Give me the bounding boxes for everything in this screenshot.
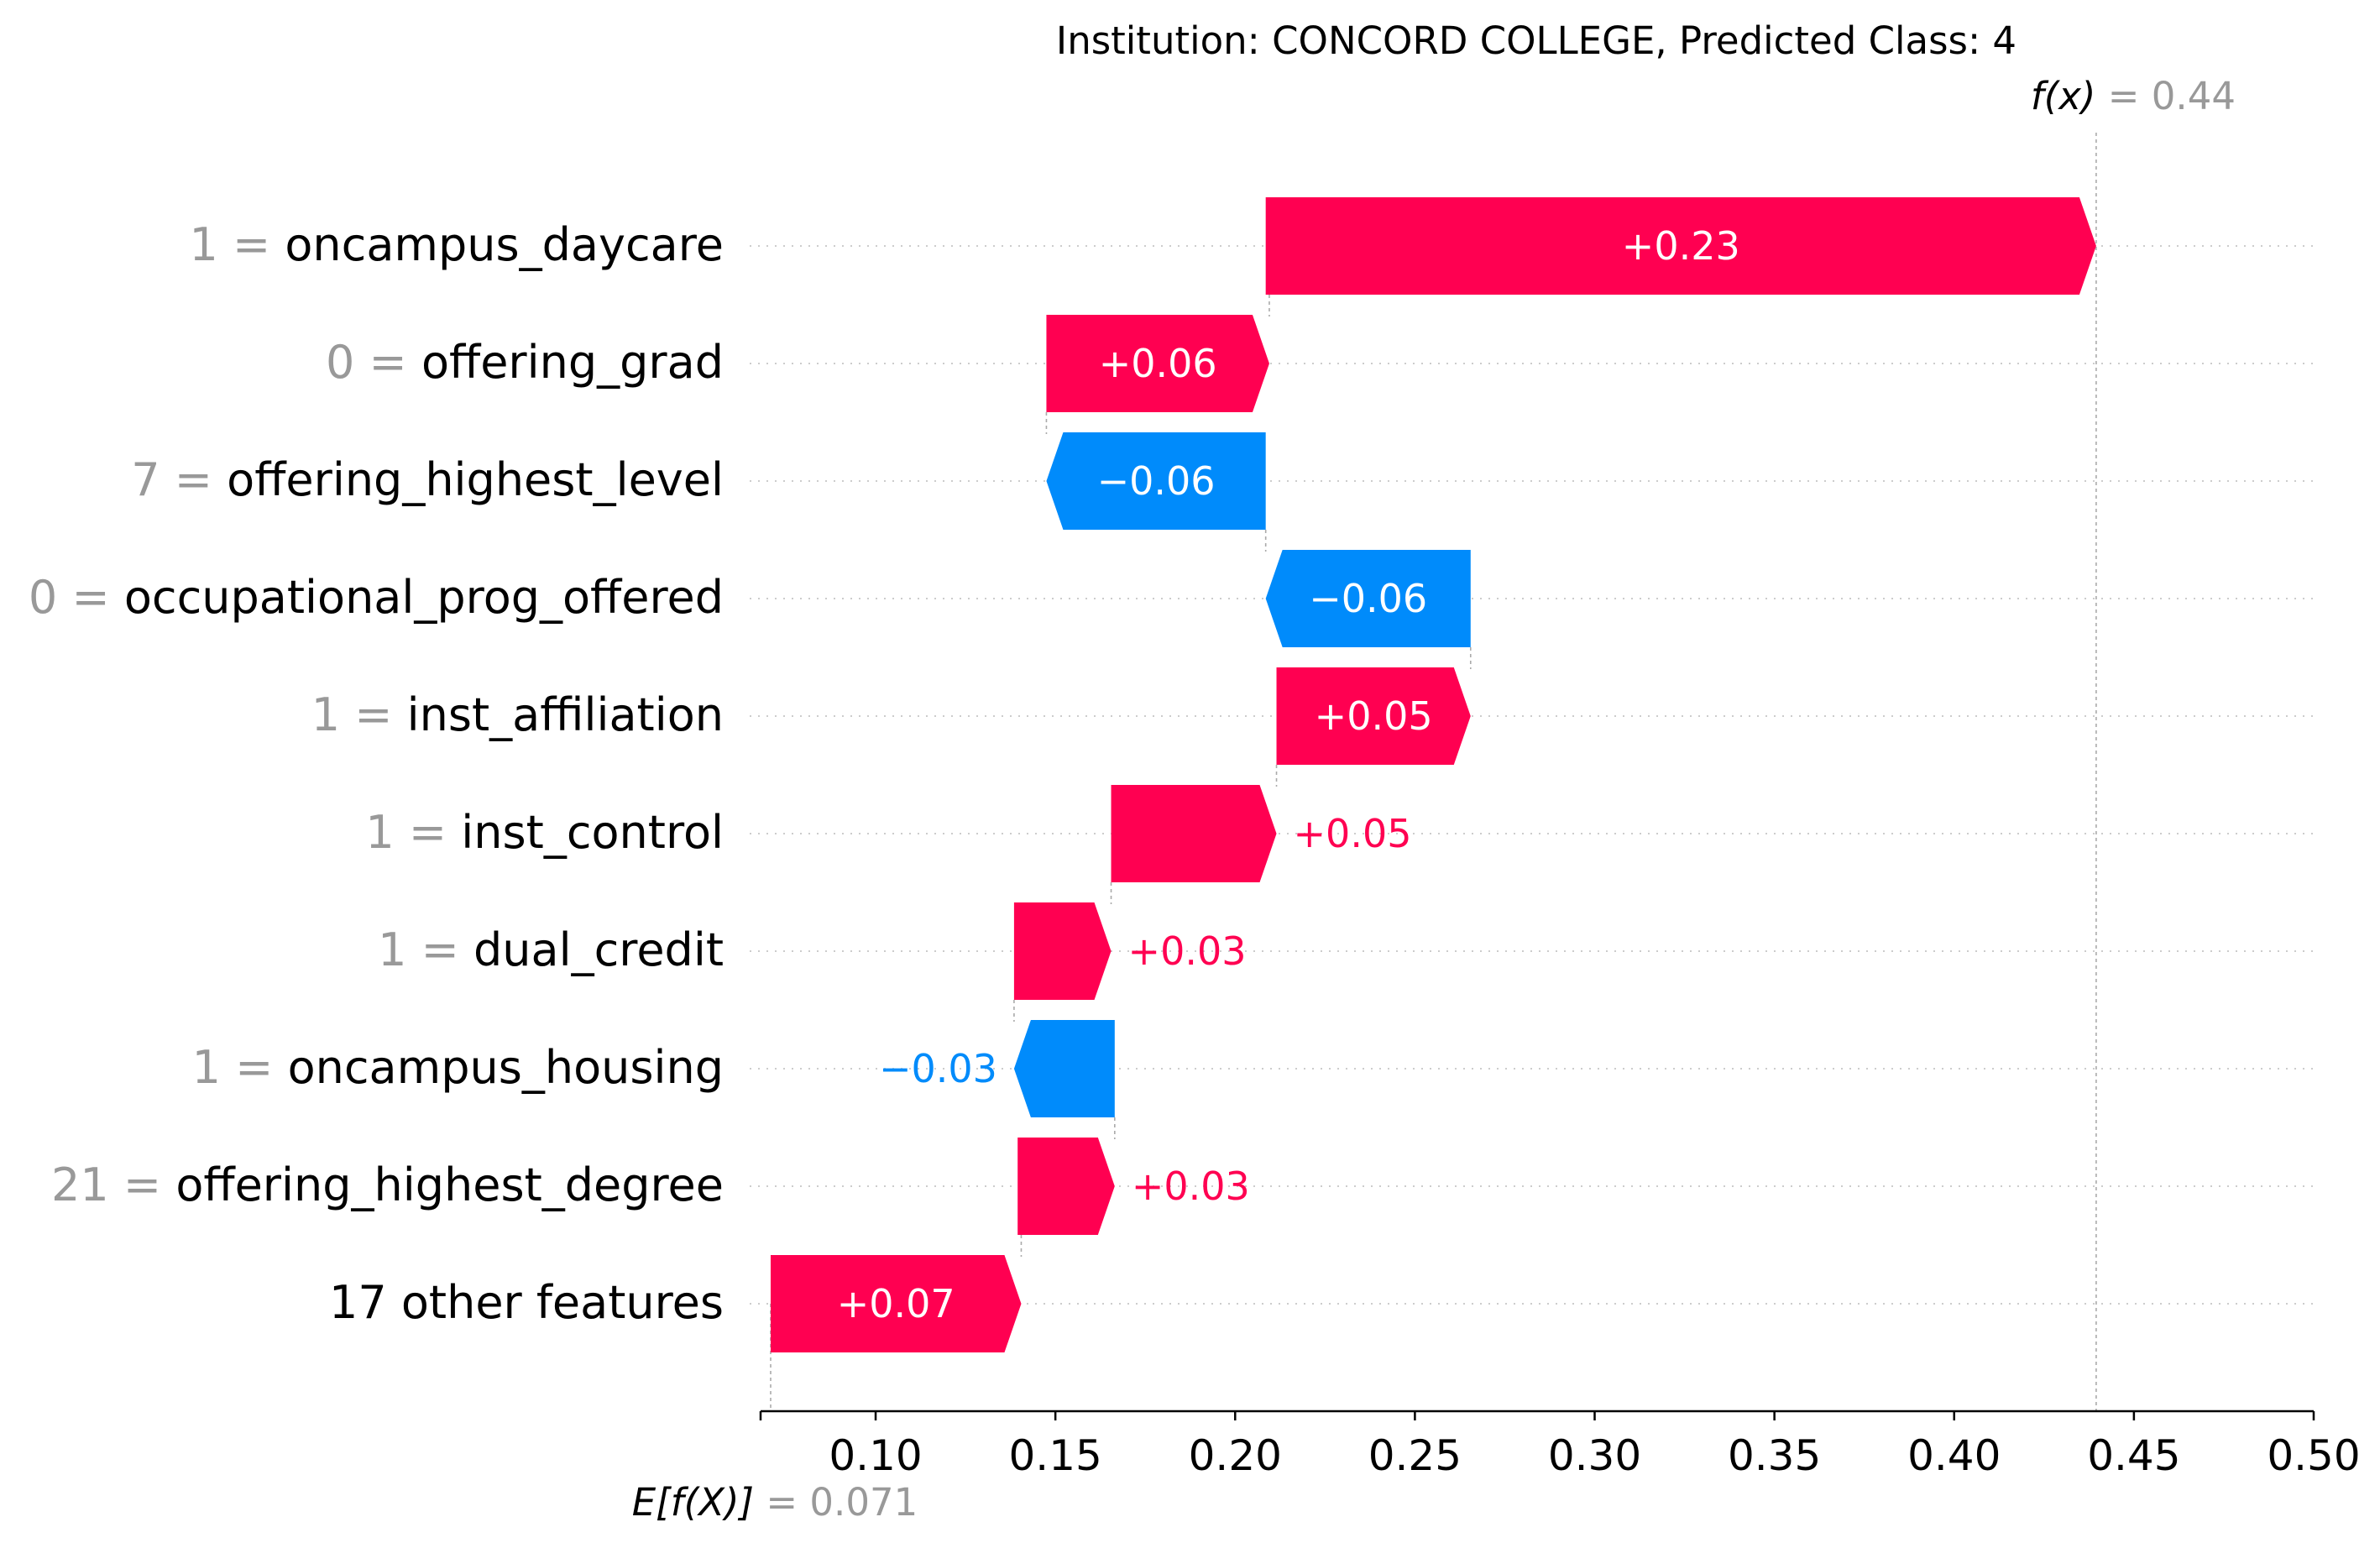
bar-value-label: +0.05 bbox=[1294, 811, 1412, 856]
feature-label: 1 = inst_affiliation bbox=[311, 688, 724, 741]
efx-value: = 0.071 bbox=[766, 1480, 918, 1525]
row-gridlines bbox=[750, 245, 2315, 1305]
x-axis: 0.10 0.15 0.20 0.25 0.30 0.35 0.40 0.45 0.50 bbox=[759, 1410, 2361, 1480]
feature-label: 1 = oncampus_housing bbox=[192, 1041, 724, 1094]
feature-bar bbox=[1013, 902, 1112, 1000]
feature-bars bbox=[770, 197, 2096, 1352]
feature-label: 21 = offering_highest_degree bbox=[51, 1159, 724, 1211]
bar-value-label: −0.06 bbox=[1309, 576, 1427, 621]
feature-labels: 1 = oncampus_daycare +0.23 0 = offering_gr… bbox=[29, 218, 1740, 1329]
feature-name: offering_grad bbox=[421, 336, 724, 389]
feature-label: 0 = offering_grad bbox=[326, 336, 724, 389]
chart-title: Institution: CONCORD COLLEGE, Predicted … bbox=[1056, 18, 2016, 63]
feature-name: offering_highest_level bbox=[227, 453, 724, 506]
x-tick-label: 0.15 bbox=[1008, 1431, 1101, 1480]
feature-label: 17 other features bbox=[329, 1276, 724, 1329]
connector-lines bbox=[770, 133, 2097, 1411]
feature-value: 21 = bbox=[51, 1159, 175, 1211]
bar-value-label: +0.05 bbox=[1315, 693, 1433, 739]
bar-value-label: +0.23 bbox=[1622, 223, 1740, 269]
feature-bar bbox=[1276, 667, 1471, 765]
bar-value-label: +0.03 bbox=[1132, 1164, 1250, 1209]
bar-value-label: −0.06 bbox=[1097, 458, 1216, 504]
x-tick-label: 0.40 bbox=[1907, 1431, 2001, 1480]
feature-bar bbox=[1265, 197, 2096, 295]
feature-bar bbox=[1111, 785, 1277, 882]
feature-name: inst_affiliation bbox=[407, 688, 724, 741]
x-tick-label: 0.35 bbox=[1728, 1431, 1821, 1480]
efx-label: E[f(X)] = 0.071 bbox=[632, 1480, 918, 1525]
feature-bar bbox=[770, 1255, 1022, 1352]
feature-bar bbox=[1046, 432, 1266, 530]
feature-label: 0 = occupational_prog_offered bbox=[29, 571, 724, 624]
feature-name: inst_control bbox=[461, 806, 724, 859]
feature-bar bbox=[1017, 1138, 1115, 1235]
feature-value: 7 = bbox=[131, 453, 227, 506]
feature-name: occupational_prog_offered bbox=[124, 571, 724, 624]
efx-annotation: E[f(X)] = 0.071 bbox=[632, 1480, 918, 1525]
fx-label: f(x) = 0.44 bbox=[2031, 74, 2236, 118]
feature-label: 7 = offering_highest_level bbox=[131, 453, 724, 506]
x-tick-label: 0.50 bbox=[2267, 1431, 2360, 1480]
feature-label: 1 = inst_control bbox=[365, 806, 724, 859]
x-tick-label: 0.10 bbox=[829, 1431, 922, 1480]
bar-value-label: −0.03 bbox=[879, 1046, 997, 1091]
feature-value: 1 = bbox=[365, 806, 461, 859]
feature-label: 1 = oncampus_daycare bbox=[189, 218, 724, 271]
efx-name: E[f(X)] bbox=[632, 1480, 766, 1525]
feature-bar bbox=[1046, 315, 1269, 412]
bar-value-label: +0.07 bbox=[837, 1281, 955, 1326]
feature-value: 1 = bbox=[192, 1041, 288, 1094]
feature-bar bbox=[1013, 1020, 1115, 1117]
feature-name: oncampus_daycare bbox=[285, 218, 724, 271]
feature-name: oncampus_housing bbox=[288, 1041, 724, 1094]
x-tick-label: 0.45 bbox=[2087, 1431, 2180, 1480]
fx-annotation: f(x) = 0.44 bbox=[2031, 74, 2236, 118]
feature-value: 0 = bbox=[326, 336, 421, 389]
fx-value: = 0.44 bbox=[2108, 74, 2236, 118]
feature-name: 17 other features bbox=[329, 1276, 724, 1329]
feature-value: 1 = bbox=[311, 688, 407, 741]
bar-value-label: +0.06 bbox=[1099, 341, 1217, 386]
feature-label: 1 = dual_credit bbox=[378, 923, 724, 976]
x-tick-label: 0.20 bbox=[1189, 1431, 1282, 1480]
feature-name: offering_highest_degree bbox=[175, 1159, 724, 1211]
feature-value: 1 = bbox=[189, 218, 285, 271]
x-tick-label: 0.30 bbox=[1548, 1431, 1641, 1480]
fx-name: f(x) bbox=[2031, 74, 2108, 118]
feature-value: 0 = bbox=[29, 571, 124, 624]
feature-value: 1 = bbox=[378, 923, 473, 976]
x-tick-label: 0.25 bbox=[1368, 1431, 1462, 1480]
feature-bar bbox=[1265, 550, 1471, 647]
bar-value-label: +0.03 bbox=[1128, 928, 1247, 974]
feature-name: dual_credit bbox=[473, 923, 724, 976]
